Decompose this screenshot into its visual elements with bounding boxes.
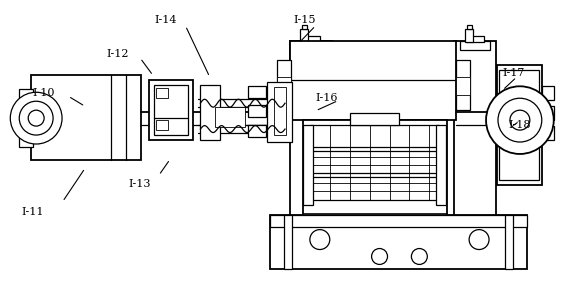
Bar (310, 151, 439, 173)
Bar (350, 113, 399, 125)
Bar (284, 215, 292, 269)
Bar (277, 60, 291, 110)
Text: I-17: I-17 (502, 68, 525, 78)
Bar (248, 105, 266, 117)
Bar (154, 85, 188, 135)
Bar (310, 177, 439, 200)
Bar (465, 29, 473, 42)
Bar (497, 65, 542, 185)
Bar (505, 215, 513, 269)
Text: I-13: I-13 (129, 179, 151, 189)
Circle shape (486, 86, 554, 154)
Bar (542, 106, 554, 120)
Text: I-11: I-11 (21, 207, 44, 217)
Bar (454, 242, 496, 250)
Bar (290, 40, 332, 250)
Bar (436, 125, 446, 205)
Bar (542, 126, 554, 140)
Bar (270, 215, 527, 269)
Circle shape (469, 230, 489, 250)
Bar (302, 24, 307, 29)
Bar (456, 60, 470, 110)
Text: I-15: I-15 (293, 15, 316, 25)
Bar (542, 86, 554, 100)
Circle shape (498, 98, 542, 142)
Bar (499, 71, 539, 180)
Circle shape (10, 92, 62, 144)
Circle shape (28, 110, 44, 126)
Bar (466, 35, 484, 42)
Bar (215, 107, 245, 127)
Bar (274, 87, 286, 135)
Bar (456, 77, 470, 95)
Circle shape (310, 230, 330, 250)
Circle shape (411, 248, 427, 264)
Bar (296, 40, 326, 50)
Bar (303, 120, 447, 215)
Bar (454, 40, 496, 250)
Circle shape (19, 101, 53, 135)
Text: I-18: I-18 (508, 120, 531, 130)
Bar (31, 75, 141, 160)
Bar (460, 40, 490, 50)
Text: I-16: I-16 (316, 93, 338, 103)
Circle shape (510, 110, 530, 130)
Bar (19, 89, 33, 147)
Text: I-10: I-10 (32, 88, 55, 98)
Bar (200, 85, 220, 140)
Bar (300, 29, 308, 42)
Bar (277, 77, 291, 95)
Circle shape (372, 248, 387, 264)
Bar (290, 40, 456, 120)
Bar (310, 125, 439, 147)
Bar (155, 88, 167, 98)
Text: I-12: I-12 (106, 49, 129, 58)
Bar (248, 125, 266, 137)
Bar (155, 120, 167, 130)
Bar (302, 35, 320, 42)
Bar (290, 242, 332, 250)
Bar (270, 215, 527, 227)
Bar (303, 125, 313, 205)
Text: I-14: I-14 (154, 15, 177, 25)
Bar (149, 80, 193, 140)
Bar (267, 82, 292, 142)
Bar (248, 86, 266, 98)
Bar (467, 24, 472, 29)
